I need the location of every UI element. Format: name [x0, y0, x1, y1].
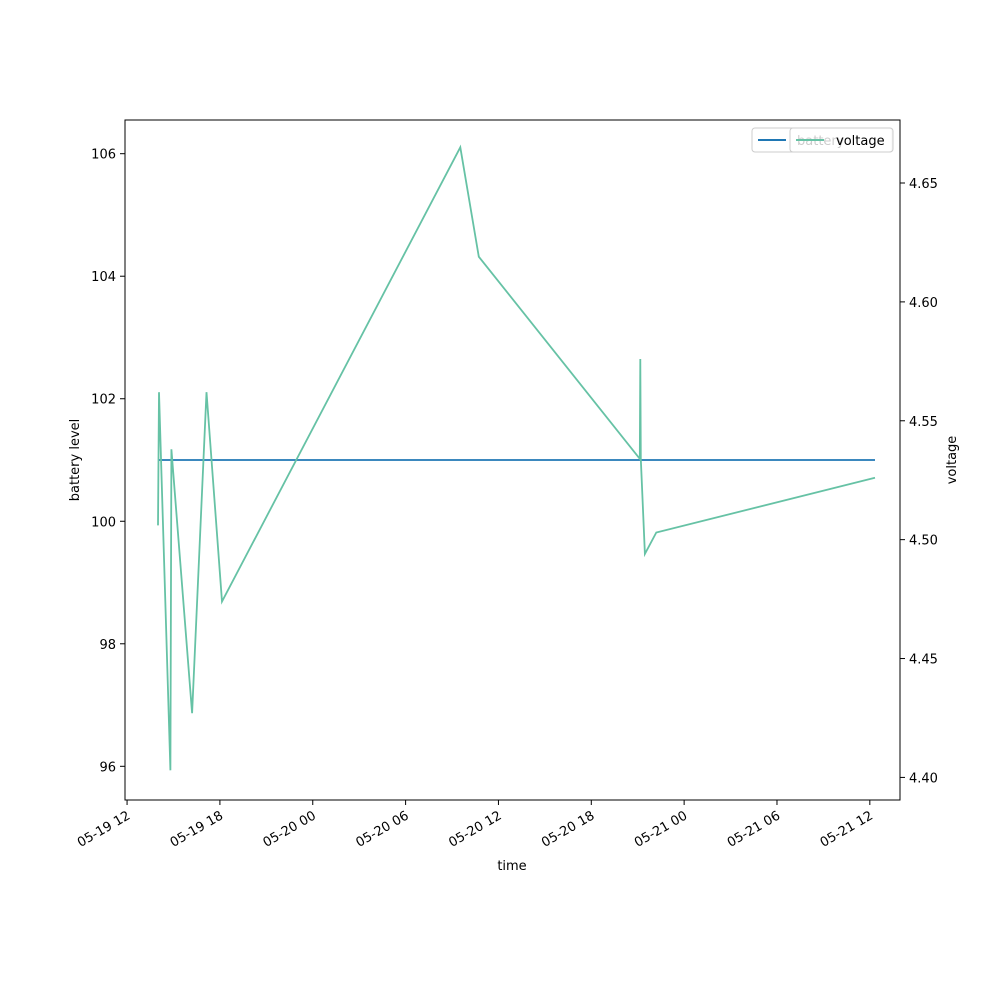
left-y-axis: 96 98 100 102 104 106	[91, 148, 125, 775]
series-line-voltage	[157, 144, 876, 771]
right-y-axis-label: voltage	[945, 436, 960, 485]
right-y-tick-label: 4.55	[909, 415, 938, 430]
left-y-tick-label: 100	[91, 515, 116, 530]
right-y-tick-label: 4.50	[909, 534, 938, 549]
legend-voltage: voltage	[789, 127, 894, 153]
left-y-tick-label: 98	[99, 638, 116, 653]
right-y-tick-label: 4.65	[909, 177, 938, 192]
legend-voltage-label: voltage	[836, 134, 885, 149]
left-y-tick-label: 106	[91, 148, 116, 163]
right-y-axis: 4.40 4.45 4.50 4.55 4.60 4.65	[900, 177, 938, 786]
series-layer	[157, 144, 876, 771]
left-y-tick-label: 102	[91, 393, 116, 408]
right-y-tick-label: 4.45	[909, 653, 938, 668]
right-y-tick-label: 4.40	[909, 771, 938, 786]
x-axis-label: time	[497, 859, 526, 874]
left-y-tick-label: 96	[99, 760, 116, 775]
plot-frame	[124, 119, 901, 801]
left-y-axis-label: battery level	[68, 419, 83, 502]
right-y-tick-label: 4.60	[909, 296, 938, 311]
left-y-tick-label: 104	[91, 270, 116, 285]
